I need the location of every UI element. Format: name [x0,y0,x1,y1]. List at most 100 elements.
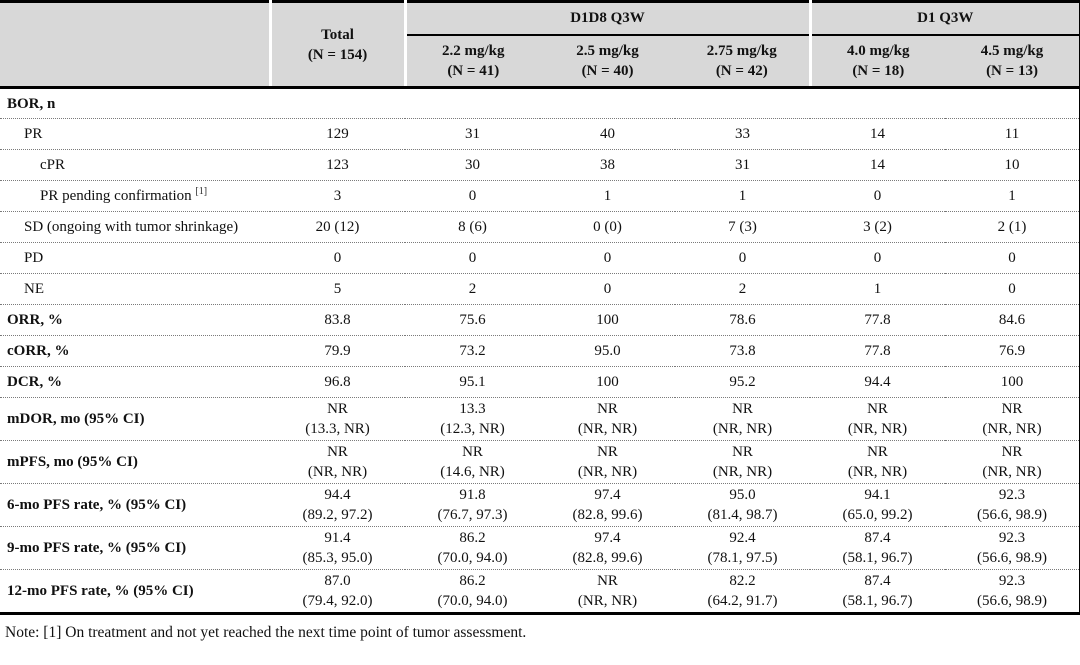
column-header-4-5-mgkg: 4.5 mg/kg (N = 13) [945,34,1080,89]
cell-value: 0 [405,180,540,212]
table-row: mPFS, mo (95% CI) NR (NR, NR) NR (14.6, NR… [0,440,1080,484]
cell-value [675,87,810,119]
column-header-4-0-mgkg: 4.0 mg/kg (N = 18) [808,34,945,89]
cell-value: 0 [675,242,810,274]
table-row: BOR, n [0,87,1080,119]
footnote-marker: [1] [195,186,208,197]
row-label: 6-mo PFS rate, % (95% CI) [0,483,270,527]
cell-value: 73.2 [405,335,540,367]
cell-value: 0 [945,273,1080,305]
cell-value: 95.0 (81.4, 98.7) [675,483,810,527]
cell-value: 129 [270,118,405,150]
cell-value [540,87,675,119]
column-header-2-2-mgkg: 2.2 mg/kg (N = 41) [403,34,540,89]
cell-value: 91.4 (85.3, 95.0) [270,526,405,570]
table-row: mDOR, mo (95% CI) NR (13.3, NR) 13.3 (12.3… [0,397,1080,441]
row-label: mDOR, mo (95% CI) [0,397,270,441]
cell-value: NR (14.6, NR) [405,440,540,484]
row-label: PD [0,242,270,274]
cell-value: 95.2 [675,366,810,398]
row-label: NE [0,273,270,305]
cell-value: 1 [675,180,810,212]
cell-value: 40 [540,118,675,150]
cell-value: 0 [405,242,540,274]
cell-value [945,87,1080,119]
row-label: SD (ongoing with tumor shrinkage) [0,211,270,243]
table-row: PD 0 0 0 0 0 0 [0,242,1080,274]
cell-value: 123 [270,149,405,181]
cell-value: 1 [540,180,675,212]
cell-value: 0 [270,242,405,274]
table-row: 12-mo PFS rate, % (95% CI) 87.0 (79.4, 92… [0,569,1080,614]
footnote: Note: [1] On treatment and not yet reach… [5,624,527,641]
cell-value: 2 [405,273,540,305]
header-group-row: Total (N = 154) D1D8 Q3W D1 Q3W [0,1,1080,89]
cell-value: 14 [810,118,945,150]
cell-value: NR (NR, NR) [540,440,675,484]
cell-value: 95.0 [540,335,675,367]
cell-value: 20 (12) [270,211,405,243]
cell-value: NR (NR, NR) [675,440,810,484]
cell-value: 86.2 (70.0, 94.0) [405,569,540,614]
row-label: PR [0,118,270,150]
corner-cell [0,1,270,89]
cell-value: 77.8 [810,335,945,367]
cell-value: 94.1 (65.0, 99.2) [810,483,945,527]
cell-value: 83.8 [270,304,405,336]
cell-value: 73.8 [675,335,810,367]
cell-value: 7 (3) [675,211,810,243]
cell-value: 11 [945,118,1080,150]
cell-value: 79.9 [270,335,405,367]
column-header-2-75-mgkg: 2.75 mg/kg (N = 42) [675,34,810,89]
cell-value: 94.4 [810,366,945,398]
cell-value: 0 [540,273,675,305]
table-row: ORR, % 83.8 75.6 100 78.6 77.8 84.6 [0,304,1080,336]
cell-value [405,87,540,119]
table-row: cPR 123 30 38 31 14 10 [0,149,1080,181]
cell-value: 92.3 (56.6, 98.9) [945,526,1080,570]
cell-value: 100 [945,366,1080,398]
table-row: DCR, % 96.8 95.1 100 95.2 94.4 100 [0,366,1080,398]
cell-value: 0 [810,180,945,212]
column-header-total: Total (N = 154) [268,1,405,89]
cell-value: NR (NR, NR) [270,440,405,484]
row-label: ORR, % [0,304,270,336]
cell-value: 13.3 (12.3, NR) [405,397,540,441]
cell-value: 86.2 (70.0, 94.0) [405,526,540,570]
row-label: PR pending confirmation [1] [0,180,270,212]
cell-value: 0 (0) [540,211,675,243]
cell-value: 0 [945,242,1080,274]
efficacy-results-table: Total (N = 154) D1D8 Q3W D1 Q3W 2.2 mg/k… [0,0,1080,615]
table-row: cORR, % 79.9 73.2 95.0 73.8 77.8 76.9 [0,335,1080,367]
cell-value: 3 [270,180,405,212]
cell-value: 100 [540,366,675,398]
table-row: SD (ongoing with tumor shrinkage) 20 (12)… [0,211,1080,243]
cell-value: 91.8 (76.7, 97.3) [405,483,540,527]
cell-value [810,87,945,119]
cell-value: 1 [945,180,1080,212]
cell-value: 0 [540,242,675,274]
cell-value: NR (NR, NR) [540,569,675,614]
cell-value: 14 [810,149,945,181]
cell-value: 97.4 (82.8, 99.6) [540,483,675,527]
row-label: cPR [0,149,270,181]
cell-value: 87.4 (58.1, 96.7) [810,526,945,570]
cell-value [270,87,405,119]
cell-value: 31 [675,149,810,181]
row-label: DCR, % [0,366,270,398]
cell-value: 0 [810,242,945,274]
cell-value: 87.4 (58.1, 96.7) [810,569,945,614]
header-dose-row: 2.2 mg/kg (N = 41) 2.5 mg/kg (N = 40) 2.… [0,34,1080,89]
cell-value: 77.8 [810,304,945,336]
row-label: 12-mo PFS rate, % (95% CI) [0,569,270,614]
cell-value: 38 [540,149,675,181]
cell-value: NR (NR, NR) [810,440,945,484]
cell-value: NR (13.3, NR) [270,397,405,441]
group-header-d1d8-q3w: D1D8 Q3W [403,1,810,36]
cell-value: 95.1 [405,366,540,398]
table-row: NE 5 2 0 2 1 0 [0,273,1080,305]
cell-value: 78.6 [675,304,810,336]
cell-value: 87.0 (79.4, 92.0) [270,569,405,614]
cell-value: 30 [405,149,540,181]
cell-value: 84.6 [945,304,1080,336]
